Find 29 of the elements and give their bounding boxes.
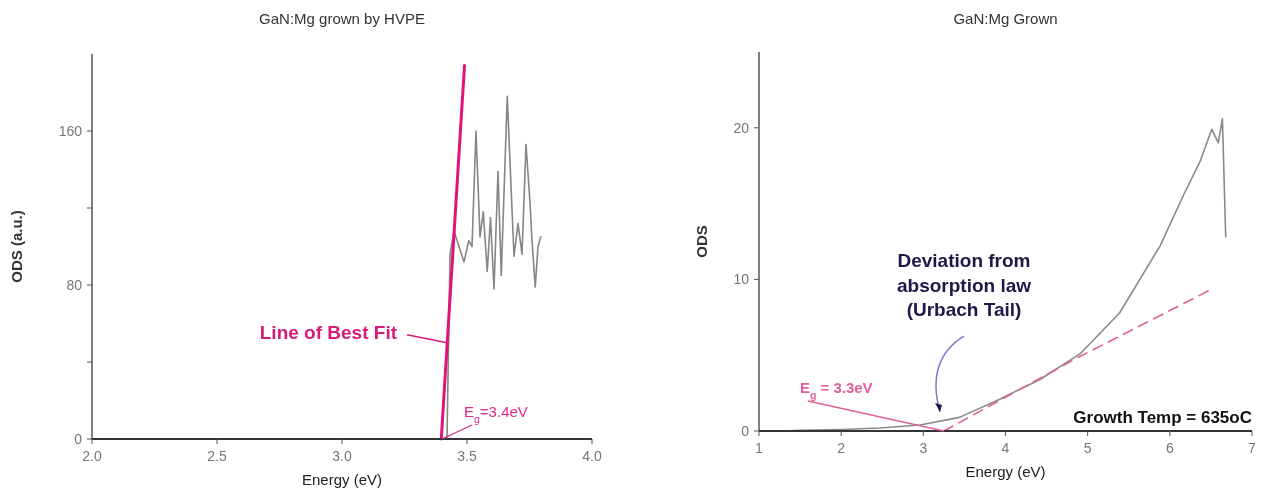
x-tick-label: 2 bbox=[837, 440, 846, 456]
x-tick-label: 2.0 bbox=[82, 448, 102, 464]
x-tick-label: 3.5 bbox=[457, 448, 477, 464]
chart-title: GaN:Mg Grown bbox=[953, 10, 1058, 27]
annotation: Line of Best Fit bbox=[259, 321, 398, 343]
y-axis-title: ODS bbox=[693, 225, 710, 258]
x-tick-label: 5 bbox=[1083, 440, 1092, 456]
annotation: E$_{g}$=3.4eV bbox=[464, 403, 528, 425]
chart-title: GaN:Mg grown by HVPE bbox=[259, 10, 425, 27]
x-tick-label: 4 bbox=[1001, 440, 1010, 456]
annotation: Deviation from absorption law (Urbach Tail) bbox=[896, 250, 1032, 321]
x-tick-label: 1 bbox=[755, 440, 764, 456]
y-tick-label: 10 bbox=[733, 271, 750, 288]
annotation: Growth Temp = 635oC bbox=[1073, 408, 1252, 427]
annotation: E$_{g}$ = 3.3eV bbox=[799, 379, 873, 401]
x-axis-title: Energy (eV) bbox=[965, 463, 1046, 480]
y-tick-label: 160 bbox=[58, 123, 83, 139]
x-tick-label: 2.5 bbox=[207, 448, 227, 464]
x-axis-title: Energy (eV) bbox=[301, 471, 383, 488]
x-tick-label: 6 bbox=[1165, 440, 1174, 456]
y-axis-title: ODS (a.u.) bbox=[8, 210, 25, 283]
y-tick-label: 80 bbox=[66, 277, 83, 293]
x-tick-label: 3.0 bbox=[332, 448, 352, 464]
y-tick-label: 0 bbox=[74, 431, 83, 447]
y-tick-label: 0 bbox=[741, 423, 750, 439]
y-tick-label: 20 bbox=[733, 119, 750, 136]
x-tick-label: 4.0 bbox=[582, 448, 602, 464]
x-tick-label: 3 bbox=[919, 440, 928, 456]
x-tick-label: 7 bbox=[1248, 440, 1257, 456]
